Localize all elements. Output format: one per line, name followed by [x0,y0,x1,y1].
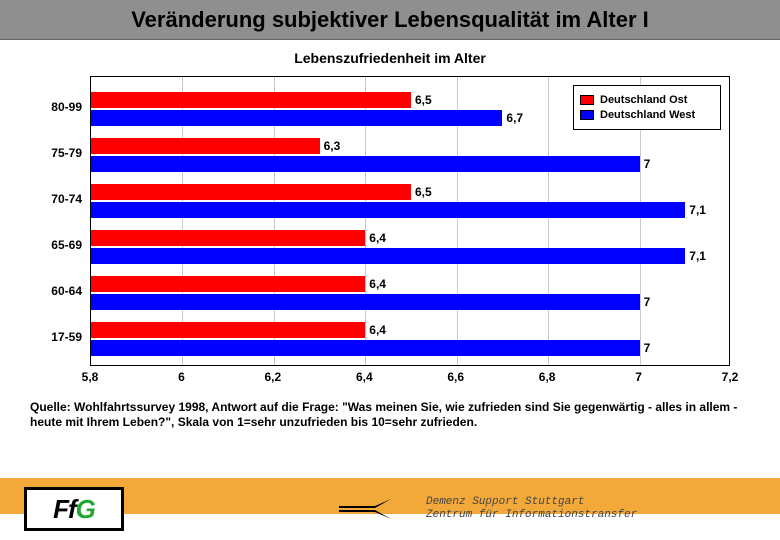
bar-west [91,248,685,264]
x-tick-label: 7,2 [722,370,739,384]
bar-chart: Deutschland Ost Deutschland West 6,5 6,7 6… [30,72,750,392]
ffg-logo: FfG [24,487,124,531]
x-tick-label: 6,2 [265,370,282,384]
bar-ost [91,184,411,200]
legend-label: Deutschland Ost [600,94,687,106]
bar-value-label: 7 [640,294,651,310]
footer-line2: Zentrum für Informationstransfer [426,509,637,522]
footer: FfG Demenz Support Stuttgart Zentrum für… [0,478,780,540]
bar-value-label: 6,7 [502,110,523,126]
x-tick-label: 6,6 [447,370,464,384]
legend-swatch-icon [580,95,594,105]
bar-ost [91,322,365,338]
x-tick-label: 7 [635,370,642,384]
bar-west [91,294,640,310]
x-tick-label: 5,8 [82,370,99,384]
bar-value-label: 6,5 [411,184,432,200]
page: Veränderung subjektiver Lebensqualität i… [0,0,780,540]
bar-value-label: 6,4 [365,276,386,292]
footer-line1: Demenz Support Stuttgart [426,496,637,509]
bar-value-label: 7,1 [685,202,706,218]
y-category-label: 70-74 [30,192,86,206]
center-mark-icon [334,495,414,523]
title-bar: Veränderung subjektiver Lebensqualität i… [0,0,780,40]
y-category-label: 80-99 [30,100,86,114]
plot-region: Deutschland Ost Deutschland West 6,5 6,7 6… [90,76,730,366]
legend: Deutschland Ost Deutschland West [573,85,721,130]
bar-ost [91,230,365,246]
caption: Quelle: Wohlfahrtssurvey 1998, Antwort a… [30,400,750,430]
bar-west [91,110,502,126]
bar-value-label: 6,5 [411,92,432,108]
bar-value-label: 7,1 [685,248,706,264]
bar-ost [91,92,411,108]
bar-west [91,156,640,172]
bar-value-label: 6,3 [320,138,341,154]
grid-line [548,77,549,365]
chart-title: Lebenszufriedenheit im Alter [30,50,750,66]
footer-right-text: Demenz Support Stuttgart Zentrum für Inf… [426,496,637,522]
bar-value-label: 7 [640,340,651,356]
y-category-label: 75-79 [30,146,86,160]
y-category-label: 65-69 [30,238,86,252]
legend-item: Deutschland West [580,109,714,121]
legend-item: Deutschland Ost [580,94,714,106]
bar-ost [91,276,365,292]
bar-value-label: 7 [640,156,651,172]
bar-value-label: 6,4 [365,230,386,246]
chart-area: Lebenszufriedenheit im Alter Deutschland… [30,50,750,430]
x-tick-label: 6,4 [356,370,373,384]
bar-value-label: 6,4 [365,322,386,338]
logo-text-g: G [76,494,95,525]
x-tick-label: 6,8 [539,370,556,384]
legend-swatch-icon [580,110,594,120]
logo-text: Ff [53,494,76,525]
legend-label: Deutschland West [600,109,695,121]
y-category-label: 60-64 [30,284,86,298]
page-title: Veränderung subjektiver Lebensqualität i… [131,7,649,33]
y-category-label: 17-59 [30,330,86,344]
bar-west [91,202,685,218]
x-tick-label: 6 [178,370,185,384]
bar-ost [91,138,320,154]
bar-west [91,340,640,356]
